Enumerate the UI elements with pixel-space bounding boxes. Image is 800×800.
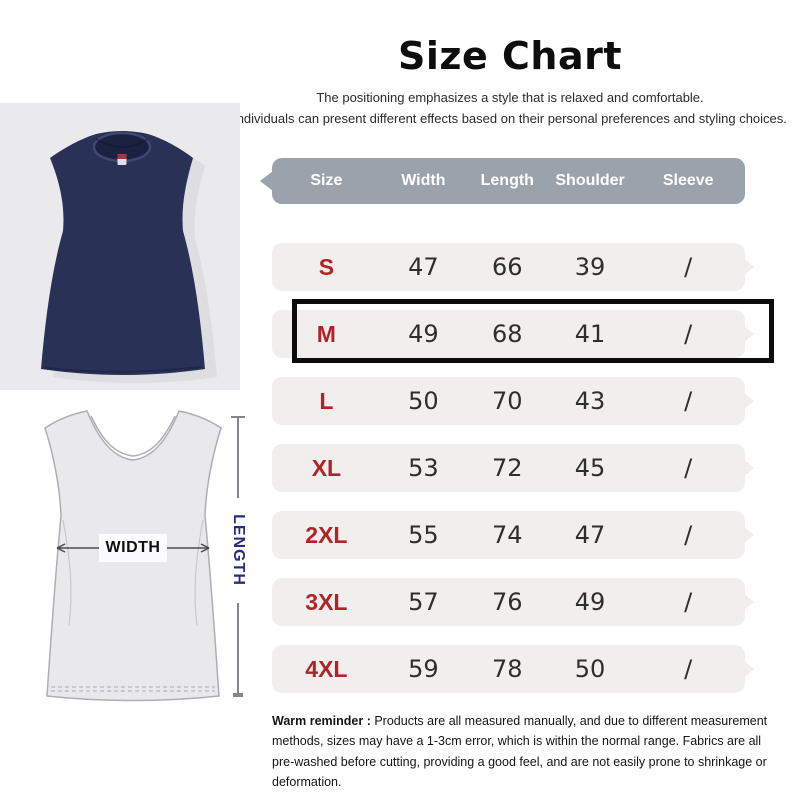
column-header-length: Length [480, 172, 534, 189]
width-cell: 47 [408, 253, 439, 281]
column-header-shoulder: Shoulder [555, 172, 625, 189]
length-cell: 74 [492, 521, 523, 549]
width-cell: 53 [408, 454, 439, 482]
length-measure-label: LENGTH [230, 514, 247, 586]
size-cell: L [319, 387, 334, 414]
table-row-2xl: 2XL 55 74 47 / [272, 511, 745, 559]
size-cell: 2XL [305, 521, 348, 548]
shirt-hem-line [44, 366, 202, 373]
column-header-size: Size [310, 172, 343, 189]
collar-line [90, 415, 176, 457]
table-row-m-highlighted: M 49 68 41 / [272, 299, 774, 363]
table-row-l: L 50 70 43 / [272, 377, 745, 425]
width-cell: 49 [408, 320, 439, 348]
length-arrow [231, 416, 245, 697]
tank-top-photo-graphic [0, 103, 240, 390]
width-cell: 50 [408, 387, 439, 415]
width-cell: 59 [408, 655, 439, 683]
shoulder-cell: 39 [574, 253, 606, 281]
sleeve-cell: / [684, 521, 693, 549]
sleeve-cell: / [684, 320, 693, 348]
shirt-body [41, 131, 205, 375]
table-header-row: Size Width Length Shoulder Sleeve [272, 158, 745, 204]
length-cell: 72 [492, 454, 523, 482]
shoulder-cell: 47 [574, 521, 606, 549]
table-row-xl: XL 53 72 45 / [272, 444, 745, 492]
size-cell: S [318, 253, 335, 280]
length-cell: 78 [492, 655, 523, 683]
length-cell: 76 [492, 588, 523, 616]
subtitle-line-2: Individuals can present different effect… [233, 110, 787, 126]
table-body: S 47 66 39 / M 49 68 41 / L 50 70 43 / [272, 243, 774, 693]
measurement-diagram: WIDTH LENGTH [25, 398, 270, 710]
warm-reminder: Warm reminder : Products are all measure… [272, 711, 772, 792]
length-cell: 66 [492, 253, 523, 281]
length-cell: 70 [492, 387, 523, 415]
neck-label-logo [117, 154, 127, 159]
length-cell: 68 [492, 320, 523, 348]
collar-inner-shade [95, 138, 149, 148]
subtitle-line-1: The positioning emphasizes a style that … [316, 90, 704, 105]
warm-reminder-text: Products are all measured manually, and … [272, 714, 768, 789]
shoulder-cell: 49 [574, 588, 606, 616]
shoulder-cell: 45 [574, 454, 606, 482]
left-crease-line [62, 519, 72, 627]
size-cell: M [316, 320, 336, 347]
shoulder-cell: 50 [574, 655, 606, 683]
size-cell: 4XL [305, 655, 348, 682]
right-crease-line [194, 519, 204, 627]
shoulder-cell: 41 [574, 320, 606, 348]
table-row-4xl: 4XL 59 78 50 / [272, 645, 745, 693]
size-cell: XL [311, 454, 342, 481]
table-row-s: S 47 66 39 / [272, 243, 745, 291]
sleeve-cell: / [684, 655, 693, 683]
table-row-3xl: 3XL 57 76 49 / [272, 578, 745, 626]
page-subtitle: The positioning emphasizes a style that … [210, 88, 800, 129]
width-cell: 55 [408, 521, 439, 549]
width-cell: 57 [408, 588, 439, 616]
sleeve-cell: / [684, 454, 693, 482]
product-photo [0, 103, 240, 390]
column-header-width: Width [401, 172, 446, 189]
shoulder-cell: 43 [574, 387, 606, 415]
warm-reminder-label: Warm reminder : [272, 714, 371, 728]
sleeve-cell: / [684, 387, 693, 415]
sleeve-cell: / [684, 588, 693, 616]
size-table: Size Width Length Shoulder Sleeve S 47 6… [272, 158, 774, 693]
page-header: Size Chart The positioning emphasizes a … [210, 34, 800, 129]
page-title: Size Chart [397, 34, 622, 78]
size-cell: 3XL [305, 588, 348, 615]
sleeve-cell: / [684, 253, 693, 281]
width-measure-label: WIDTH [99, 534, 167, 562]
column-header-sleeve: Sleeve [662, 172, 714, 189]
